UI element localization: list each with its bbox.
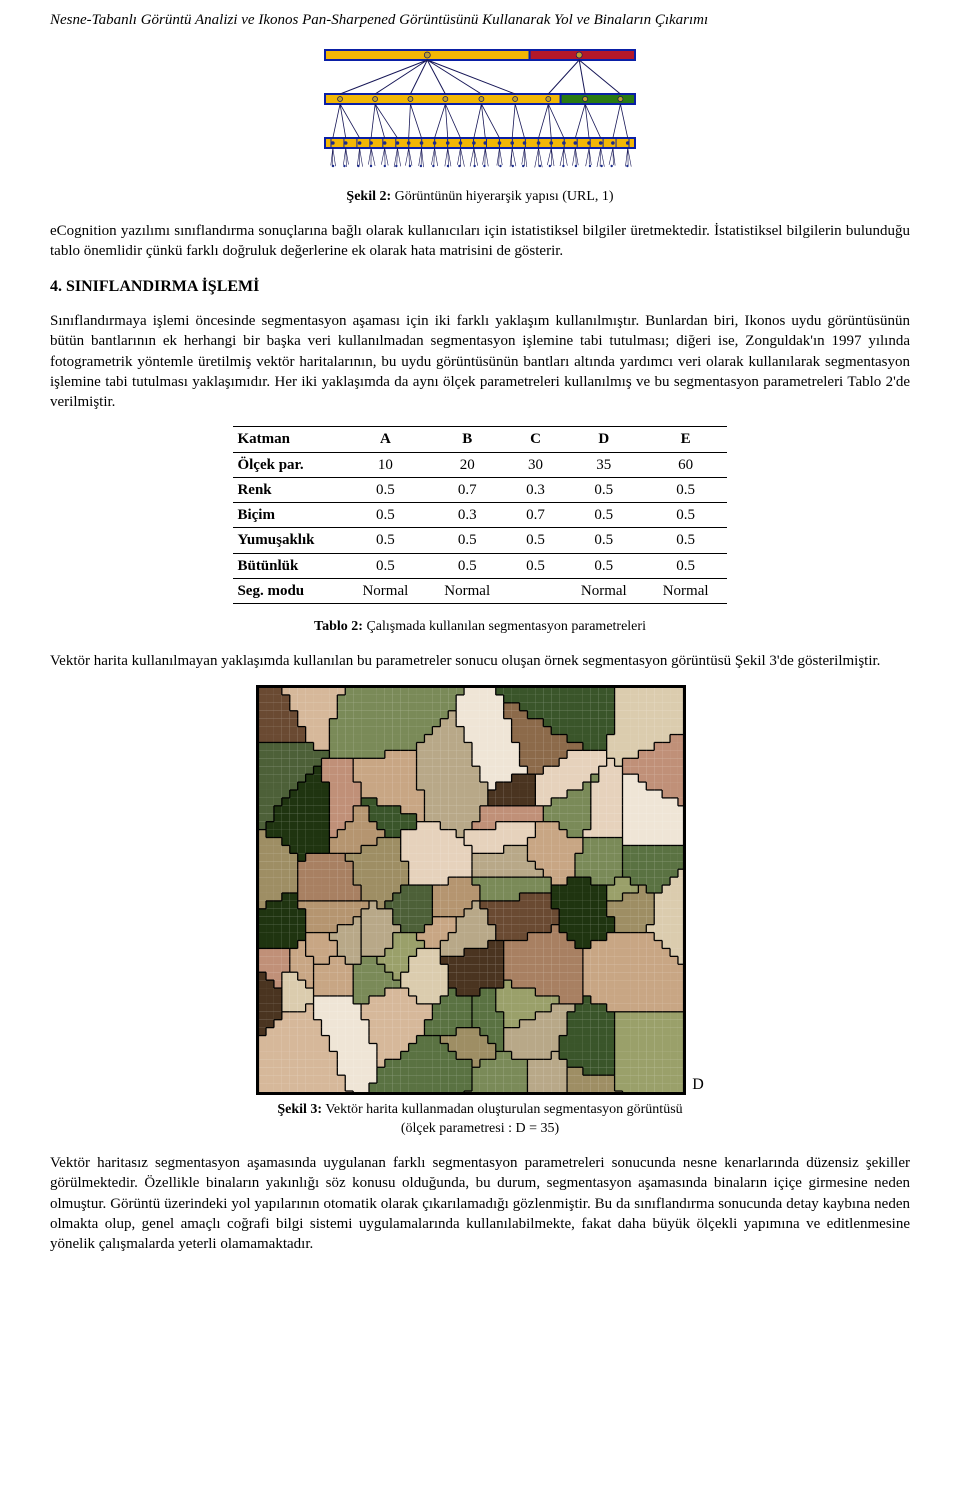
table-cell: 0.5 bbox=[645, 528, 727, 553]
table-cell: 0.5 bbox=[344, 503, 426, 528]
figure-3-wrapper: D bbox=[50, 685, 910, 1095]
table-cell: 0.5 bbox=[645, 553, 727, 578]
table-cell: 35 bbox=[563, 452, 645, 477]
table-cell: Normal bbox=[563, 578, 645, 603]
table-header-cell: E bbox=[645, 427, 727, 452]
paragraph-method: Sınıflandırmaya işlemi öncesinde segment… bbox=[50, 311, 910, 412]
table-cell: 0.5 bbox=[344, 477, 426, 502]
section-heading: 4. SINIFLANDIRMA İŞLEMİ bbox=[50, 276, 910, 298]
table-header-cell: B bbox=[426, 427, 508, 452]
table-cell: 0.5 bbox=[563, 553, 645, 578]
figure-3-segmentation bbox=[256, 685, 686, 1095]
table-cell: 0.3 bbox=[426, 503, 508, 528]
table-2-caption-bold: Tablo 2: bbox=[314, 619, 363, 634]
figure-3-caption-line2: (ölçek parametresi : D = 35) bbox=[401, 1121, 559, 1136]
table-cell: 0.5 bbox=[344, 528, 426, 553]
table-cell bbox=[508, 578, 563, 603]
table-cell: Ölçek par. bbox=[233, 452, 344, 477]
page-header-title: Nesne-Tabanlı Görüntü Analizi ve Ikonos … bbox=[50, 10, 910, 30]
paragraph-intro: eCognition yazılımı sınıflandırma sonuçl… bbox=[50, 221, 910, 262]
table-cell: 0.5 bbox=[563, 477, 645, 502]
figure-2-caption: Şekil 2: Görüntünün hiyerarşik yapısı (U… bbox=[50, 188, 910, 207]
figure-2-caption-text: Görüntünün hiyerarşik yapısı (URL, 1) bbox=[391, 189, 613, 204]
table-cell: Normal bbox=[344, 578, 426, 603]
table-2-parameters: KatmanABCDEÖlçek par.1020303560Renk0.50.… bbox=[233, 426, 726, 604]
table-cell: Biçim bbox=[233, 503, 344, 528]
table-cell: Seg. modu bbox=[233, 578, 344, 603]
table-header-cell: D bbox=[563, 427, 645, 452]
table-cell: 0.5 bbox=[563, 503, 645, 528]
table-cell: Bütünlük bbox=[233, 553, 344, 578]
figure-3-caption: Şekil 3: Vektör harita kullanmadan oluşt… bbox=[50, 1101, 910, 1139]
table-cell: Renk bbox=[233, 477, 344, 502]
table-cell: 60 bbox=[645, 452, 727, 477]
table-header-cell: Katman bbox=[233, 427, 344, 452]
figure-3-d-label: D bbox=[692, 1074, 704, 1096]
table-cell: 0.5 bbox=[426, 553, 508, 578]
table-header-cell: A bbox=[344, 427, 426, 452]
figure-2-hierarchy bbox=[295, 44, 665, 174]
table-2-caption: Tablo 2: Çalışmada kullanılan segmentasy… bbox=[50, 618, 910, 637]
table-cell: 0.5 bbox=[508, 528, 563, 553]
figure-3-caption-bold: Şekil 3: bbox=[277, 1102, 322, 1117]
table-cell: 0.5 bbox=[426, 528, 508, 553]
table-cell: 0.7 bbox=[508, 503, 563, 528]
paragraph-discussion: Vektör haritasız segmentasyon aşamasında… bbox=[50, 1153, 910, 1254]
table-cell: 20 bbox=[426, 452, 508, 477]
table-cell: 30 bbox=[508, 452, 563, 477]
figure-3-caption-line1: Vektör harita kullanmadan oluşturulan se… bbox=[322, 1102, 683, 1117]
table-cell: 0.5 bbox=[508, 553, 563, 578]
table-cell: Yumuşaklık bbox=[233, 528, 344, 553]
table-cell: Normal bbox=[645, 578, 727, 603]
table-header-cell: C bbox=[508, 427, 563, 452]
paragraph-ref-fig3: Vektör harita kullanılmayan yaklaşımda k… bbox=[50, 651, 910, 671]
table-cell: 0.5 bbox=[645, 477, 727, 502]
table-cell: 0.3 bbox=[508, 477, 563, 502]
table-cell: Normal bbox=[426, 578, 508, 603]
table-cell: 10 bbox=[344, 452, 426, 477]
figure-2-caption-bold: Şekil 2: bbox=[346, 189, 391, 204]
table-2-caption-text: Çalışmada kullanılan segmentasyon parame… bbox=[363, 619, 646, 634]
table-cell: 0.7 bbox=[426, 477, 508, 502]
table-cell: 0.5 bbox=[645, 503, 727, 528]
table-cell: 0.5 bbox=[563, 528, 645, 553]
table-cell: 0.5 bbox=[344, 553, 426, 578]
